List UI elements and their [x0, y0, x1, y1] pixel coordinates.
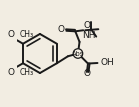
Text: O: O [84, 21, 90, 30]
Text: CH₃: CH₃ [19, 30, 33, 39]
Text: O: O [7, 30, 14, 39]
Text: O: O [8, 68, 15, 77]
Text: O: O [58, 25, 65, 34]
Text: OH: OH [100, 58, 114, 67]
Text: CH₃: CH₃ [19, 68, 33, 77]
Text: O: O [84, 69, 91, 78]
Text: NH: NH [82, 31, 96, 40]
Circle shape [73, 49, 83, 58]
Text: Abs: Abs [72, 51, 84, 56]
